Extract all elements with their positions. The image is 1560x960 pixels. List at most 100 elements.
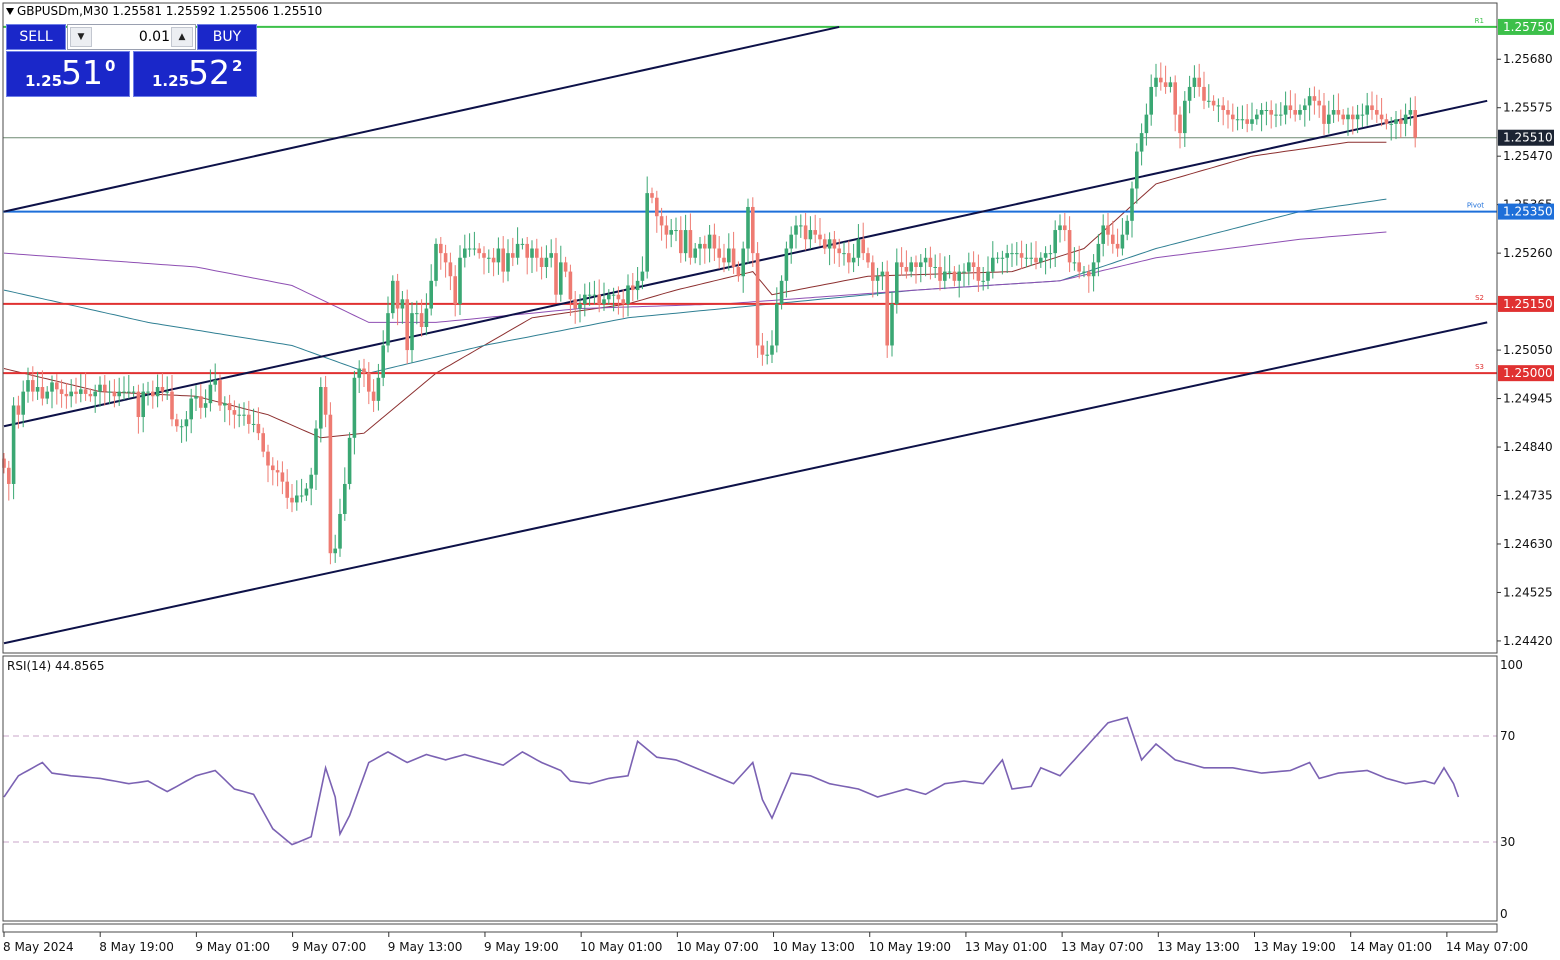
candle: [506, 239, 510, 282]
candle: [1408, 97, 1413, 126]
candle: [611, 287, 616, 312]
candle: [583, 283, 587, 317]
candle: [122, 376, 126, 400]
candle: [957, 264, 961, 298]
candle: [1029, 242, 1033, 267]
symbol-ohlc-text: GBPUSDm,M30 1.25581 1.25592 1.25506 1.25…: [17, 4, 323, 18]
candle: [943, 256, 947, 290]
candle: [895, 248, 899, 314]
candle: [35, 371, 40, 400]
candle: [904, 250, 909, 279]
candle: [914, 255, 918, 284]
candle: [741, 241, 745, 293]
time-tick-label: 13 May 19:00: [1253, 940, 1335, 954]
sell-price-fraction: 0: [105, 57, 116, 75]
candle: [1375, 94, 1379, 123]
candle: [1135, 143, 1139, 204]
candle: [947, 254, 952, 279]
candle: [760, 333, 765, 366]
channel-line-middle[interactable]: [3, 99, 1488, 428]
candle: [2, 453, 6, 474]
candle: [261, 427, 265, 458]
candle: [146, 381, 150, 406]
buy-price-button[interactable]: 1.25 52 2: [133, 51, 257, 97]
candle: [319, 377, 323, 443]
candle: [367, 362, 371, 405]
sell-price-button[interactable]: 1.25 51 0: [6, 51, 130, 97]
candle: [1010, 243, 1014, 267]
candle: [112, 379, 117, 408]
candle: [1207, 84, 1211, 108]
candle: [1235, 106, 1240, 131]
rsi-tick-label: 100: [1500, 658, 1523, 672]
candle: [175, 413, 179, 432]
rsi-tick-label: 0: [1500, 907, 1508, 921]
candle: [1015, 242, 1019, 266]
price-label-box: [1498, 295, 1554, 312]
channel-line-lower[interactable]: [3, 321, 1488, 645]
candle: [1077, 245, 1081, 279]
candle: [650, 187, 654, 204]
level-tag-label: S3: [1475, 363, 1484, 371]
time-tick-label: 10 May 13:00: [773, 940, 855, 954]
candle: [165, 376, 169, 400]
candle: [731, 231, 736, 274]
buy-button[interactable]: BUY: [197, 24, 257, 50]
candle: [1091, 254, 1096, 292]
candle: [333, 534, 337, 563]
candle: [40, 370, 45, 406]
candle: [751, 197, 755, 267]
candle: [328, 402, 333, 565]
candle: [803, 212, 808, 251]
candle: [1173, 75, 1177, 132]
candle: [871, 255, 875, 298]
candle: [213, 363, 217, 392]
channel-line-upper[interactable]: [3, 25, 840, 213]
candle: [995, 252, 1000, 264]
candle: [179, 419, 184, 443]
candle: [285, 469, 289, 509]
candle: [1384, 113, 1389, 130]
candle: [208, 369, 213, 412]
candle: [400, 290, 405, 324]
candle: [256, 407, 261, 441]
candle: [847, 240, 851, 274]
moving-average-line: [3, 198, 1387, 374]
candle: [515, 227, 520, 265]
candle: [376, 363, 381, 411]
candle: [875, 267, 880, 297]
price-tick-label: 1.25050: [1503, 343, 1553, 357]
candle: [415, 300, 419, 325]
lot-increase-icon[interactable]: ▲: [171, 27, 193, 47]
candle: [472, 231, 477, 256]
lot-size-input[interactable]: [94, 27, 170, 47]
candle: [885, 260, 889, 358]
candle: [981, 266, 985, 291]
candle: [1197, 63, 1201, 97]
candle: [520, 238, 525, 250]
candle: [631, 272, 635, 302]
candle: [1346, 107, 1350, 136]
candle: [952, 266, 957, 287]
candle: [607, 289, 611, 305]
candle: [1394, 110, 1398, 140]
candle: [1351, 106, 1355, 135]
price-tick-label: 1.25680: [1503, 52, 1553, 66]
candle: [938, 253, 942, 291]
candle: [309, 467, 313, 506]
candle: [496, 237, 501, 275]
candle: [923, 248, 928, 277]
candle: [131, 386, 136, 398]
sell-button[interactable]: SELL: [6, 24, 66, 50]
collapse-triangle-icon[interactable]: [6, 8, 14, 15]
lot-size-field: ▼ ▲: [67, 24, 196, 50]
candle: [1043, 246, 1048, 275]
candle: [712, 223, 717, 261]
lot-decrease-icon[interactable]: ▼: [70, 27, 92, 47]
candle: [511, 237, 515, 267]
candle: [837, 238, 841, 267]
candle: [736, 261, 741, 282]
candle: [247, 400, 251, 434]
time-tick-label: 14 May 07:00: [1446, 940, 1528, 954]
